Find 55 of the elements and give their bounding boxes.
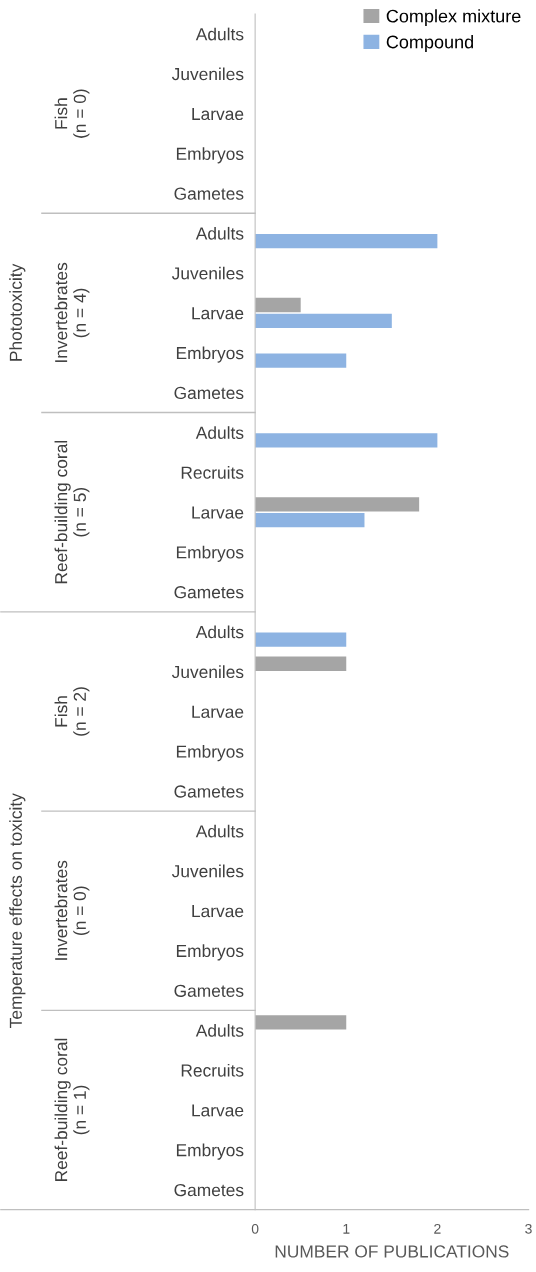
y-tick-label: Juveniles [171,67,244,81]
y-tick-label: Adults [195,1024,244,1037]
bar [255,433,438,448]
bar [255,233,438,249]
y-tick-label: Larvae [192,107,244,121]
text: Reef-building coral (n = 5) [54,440,90,584]
text: Invertebrates (n = 0) [54,860,90,960]
y-tick-label: Adults [195,625,244,639]
y-tick-label: Gametes [174,984,244,997]
y-tick-label: Larvae [192,905,244,918]
bar [255,313,392,328]
y-tick-label: Gametes [174,386,244,400]
text: Temperature effects on toxicity [9,793,26,1028]
legend-label: Complex mixture [386,9,521,27]
y-tick-label: Gametes [174,785,244,798]
y-tick-label: Adults [195,226,244,240]
y-tick-label: Recruits [181,466,244,479]
y-tick-label: Recruits [181,1063,244,1077]
bar [255,297,301,313]
y-tick-label: Juveniles [171,665,244,679]
bar [255,353,347,368]
bar [255,512,365,528]
y-tick-label: Adults [195,426,244,439]
x-tick-label: 3 [525,1223,532,1234]
y-tick-label: Gametes [174,586,244,599]
text: Phototoxicity [9,263,26,361]
bar [255,632,347,647]
x-tick-label: 1 [343,1224,350,1234]
y-tick-label: Adults [195,27,244,41]
y-tick-label: Embryos [176,745,244,762]
text: Fish (n = 0) [54,89,90,138]
x-axis-title: NUMBER OF PUBLICATIONS [275,1245,509,1258]
bar [255,1015,347,1030]
bar [255,656,347,671]
legend-label: Compound [386,35,473,52]
y-tick-label: Embryos [176,346,244,363]
y-tick-label: Embryos [176,147,244,164]
y-tick-label: Larvae [192,506,244,519]
x-tick-label: 0 [251,1223,259,1234]
x-tick-label: 2 [434,1223,441,1234]
y-tick-label: Gametes [174,187,244,200]
y-tick-label: Adults [195,824,244,838]
y-tick-label: Juveniles [171,864,244,878]
text: Invertebrates (n = 4) [54,262,90,362]
text: Fish (n = 2) [54,687,90,736]
y-tick-label: Larvae [192,307,244,320]
y-tick-label: Larvae [192,705,244,718]
text: Reef-building coral (n = 1) [54,1038,90,1181]
bar [255,497,420,512]
y-tick-label: Embryos [176,1143,244,1160]
y-tick-label: Larvae [192,1104,244,1117]
y-tick-label: Juveniles [171,266,244,280]
y-tick-label: Embryos [176,545,244,562]
y-tick-label: Gametes [174,1183,244,1197]
y-tick-label: Embryos [176,944,244,961]
